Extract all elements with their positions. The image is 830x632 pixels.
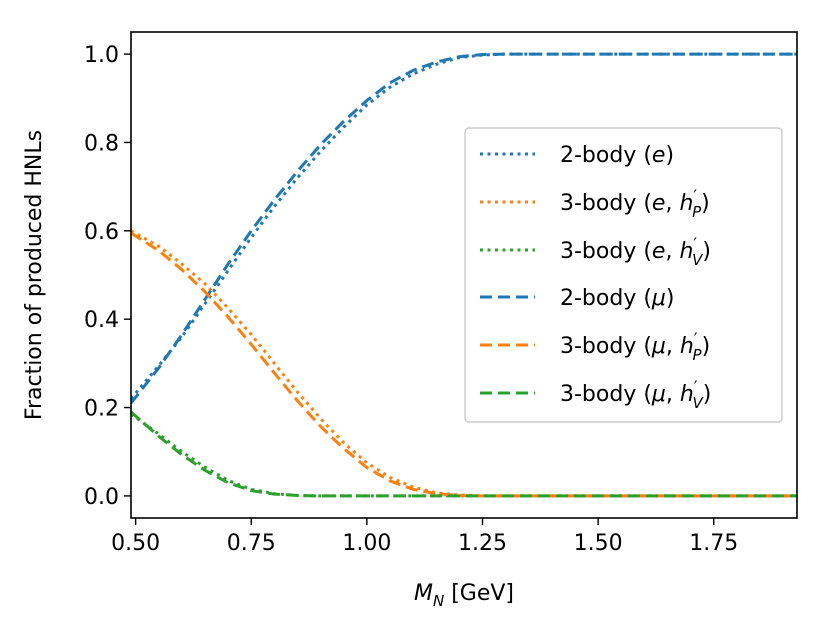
legend-label-3: 3-body (e, h′ V) — [560, 234, 711, 269]
y-tick-label: 1.0 — [84, 43, 119, 68]
y-tick-label: 0.6 — [84, 220, 119, 245]
series-line-4 — [131, 52, 797, 405]
series-line-1 — [131, 52, 797, 400]
legend: 2-body (e) 3-body (e, h′ P) 3-body (e, h′ V)… — [464, 127, 783, 423]
y-tick-label: 0.8 — [84, 131, 119, 156]
series-line-6 — [131, 410, 797, 498]
y-axis-label: Fraction of produced HNLs — [22, 130, 47, 420]
x-tick-label: 1.50 — [574, 531, 623, 556]
x-tick-label: 0.75 — [227, 531, 276, 556]
x-tick-label: 1.00 — [342, 531, 391, 556]
y-tick-label: 0.2 — [84, 397, 119, 422]
x-tick-label: 1.25 — [458, 531, 507, 556]
x-tick-label: 0.50 — [111, 531, 160, 556]
plot-frame — [130, 31, 798, 519]
legend-label-2: 3-body (e, h′ P) — [560, 186, 710, 221]
x-tick-label: 1.75 — [689, 531, 738, 556]
y-tick-label: 0.4 — [84, 308, 119, 333]
x-axis-label-var: M — [414, 581, 433, 606]
x-axis-label-sub: N — [433, 592, 444, 610]
series-layer — [131, 52, 797, 498]
legend-label-1: 2-body (e) — [560, 143, 674, 168]
legend-entries: 2-body (e) 3-body (e, h′ P) 3-body (e, h′ V)… — [480, 143, 711, 412]
legend-label-4: 2-body (μ) — [560, 286, 675, 311]
x-axis-label: MN [GeV] — [414, 581, 514, 610]
x-axis-label-unit: [GeV] — [444, 581, 514, 606]
legend-frame — [464, 127, 783, 423]
legend-label-5: 3-body (μ, h′ P) — [560, 329, 710, 364]
y-tick-label: 0.0 — [84, 485, 119, 510]
legend-label-6: 3-body (μ, h′ V) — [560, 377, 711, 412]
y-axis: 0.0 0.2 0.4 0.6 0.8 1.0 — [84, 43, 131, 510]
x-axis: 0.50 0.75 1.00 1.25 1.50 1.75 — [111, 518, 738, 556]
